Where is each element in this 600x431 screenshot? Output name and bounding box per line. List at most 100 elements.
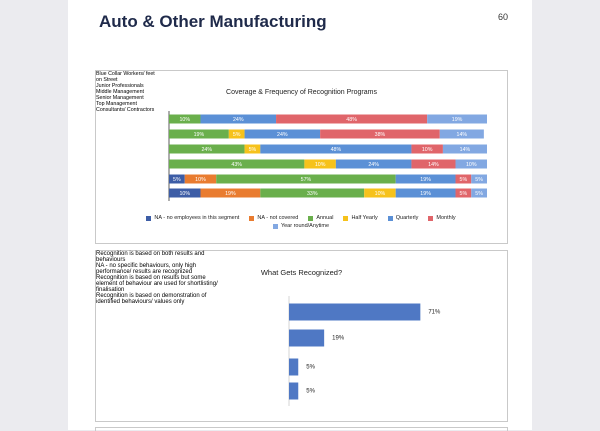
legend-swatch bbox=[387, 215, 393, 221]
legend-item: Monthly bbox=[428, 215, 456, 221]
bar-segment bbox=[411, 159, 456, 169]
bar-segment bbox=[335, 159, 412, 169]
bar-segment bbox=[184, 174, 217, 184]
legend-swatch bbox=[343, 215, 349, 221]
value-label: 43% bbox=[231, 162, 242, 168]
bar bbox=[289, 358, 299, 376]
value-label: 10% bbox=[179, 117, 190, 123]
y-tick-label: Blue Collar Workers/ feet on Street bbox=[96, 71, 155, 83]
chart-title: What Gets Recognized? bbox=[260, 268, 343, 277]
legend-swatch bbox=[428, 215, 434, 221]
y-tick-label: Senior Management bbox=[96, 95, 144, 101]
bar bbox=[289, 329, 325, 347]
legend-item: Annual bbox=[308, 215, 333, 221]
page-number: 60 bbox=[498, 12, 509, 22]
legend-label: NA - not covered bbox=[257, 215, 299, 221]
bar-segment bbox=[395, 174, 456, 184]
value-label: 57% bbox=[301, 177, 312, 183]
legend-label: Annual bbox=[316, 215, 334, 221]
chart-title: Coverage & Frequency of Recognition Prog… bbox=[226, 89, 377, 96]
legend-item: Half Yearly bbox=[343, 215, 378, 221]
value-label: 14% bbox=[457, 132, 468, 138]
bar bbox=[289, 303, 421, 321]
bar-segment bbox=[427, 114, 487, 124]
bar-segment bbox=[439, 129, 484, 139]
y-tick-label: Recognition is based on both results and… bbox=[96, 251, 205, 263]
y-tick-label: Recognition is based on demonstration of… bbox=[96, 293, 207, 305]
bar-segment bbox=[200, 114, 277, 124]
value-label: 10% bbox=[375, 191, 386, 197]
legend-item: NA - no employees in this segment bbox=[146, 215, 239, 221]
bar-segment bbox=[411, 144, 443, 154]
y-tick-label: Recognition is based on results but some… bbox=[96, 275, 218, 293]
legend-swatch bbox=[249, 215, 255, 221]
value-label: 5% bbox=[233, 132, 241, 138]
value-label: 10% bbox=[315, 162, 326, 168]
bar-segment bbox=[442, 144, 487, 154]
legend-item: Year round/Anytime bbox=[272, 223, 330, 229]
y-tick-label: NA - no specific behaviours, only high p… bbox=[96, 263, 197, 275]
value-label: 33% bbox=[307, 191, 318, 197]
legend-label: NA - no employees in this segment bbox=[154, 215, 240, 221]
value-label: 14% bbox=[428, 162, 439, 168]
value-label: 5% bbox=[306, 365, 315, 371]
value-label: 5% bbox=[173, 177, 181, 183]
value-label: 19% bbox=[194, 132, 205, 138]
value-label: 24% bbox=[368, 162, 379, 168]
chart: 71% 19% 5% 5% bbox=[288, 296, 441, 406]
value-label: 5% bbox=[306, 389, 315, 395]
value-label: 10% bbox=[179, 191, 190, 197]
y-tick-label: Top Management bbox=[96, 101, 137, 107]
legend-item: NA - not covered bbox=[249, 215, 298, 221]
value-label: 19% bbox=[225, 191, 236, 197]
y-tick-label: Consultants/ Contractors bbox=[96, 107, 155, 113]
bar-segment bbox=[169, 188, 201, 198]
bar-segment bbox=[304, 159, 336, 169]
value-label: 24% bbox=[277, 132, 288, 138]
bar-segment bbox=[320, 129, 440, 139]
value-label: 24% bbox=[233, 117, 244, 123]
value-label: 14% bbox=[460, 147, 471, 153]
bar-segment bbox=[455, 188, 472, 198]
bar-segment bbox=[228, 129, 245, 139]
y-tick-label: Middle Management bbox=[96, 89, 144, 95]
bar-segment bbox=[169, 144, 245, 154]
chart-box: 10% 24% 48% 19% 19% 5% 24% 38% 14% 24% 5% 48% 10% 14%… bbox=[95, 70, 508, 244]
legend: NA - no employees in this segment NA - no… bbox=[136, 215, 466, 229]
value-label: 19% bbox=[332, 336, 345, 342]
legend-label: Year round/Anytime bbox=[280, 223, 330, 229]
document-page: Auto & Other Manufacturing 60 10% 24% 48% 1… bbox=[68, 0, 532, 431]
bar-segment bbox=[169, 174, 185, 184]
value-label: 5% bbox=[249, 147, 257, 153]
chart: 10% 24% 48% 19% 19% 5% 24% 38% 14% 24% 5% 48% 10% 14%… bbox=[168, 111, 487, 201]
bar-segment bbox=[200, 188, 261, 198]
value-label: 48% bbox=[346, 117, 357, 123]
value-label: 5% bbox=[475, 177, 483, 183]
bar-segment bbox=[169, 114, 201, 124]
value-label: 38% bbox=[375, 132, 386, 138]
next-box bbox=[95, 427, 508, 431]
bar-segment bbox=[455, 174, 472, 184]
value-label: 10% bbox=[466, 162, 477, 168]
value-label: 5% bbox=[460, 191, 468, 197]
bar-segment bbox=[260, 188, 365, 198]
bar-segment bbox=[395, 188, 456, 198]
legend-swatch bbox=[146, 215, 152, 221]
value-label: 5% bbox=[475, 191, 483, 197]
bar-segment bbox=[455, 159, 487, 169]
legend-swatch bbox=[308, 215, 314, 221]
legend-swatch bbox=[272, 223, 278, 229]
value-label: 5% bbox=[460, 177, 468, 183]
bar-segment bbox=[216, 174, 396, 184]
value-label: 71% bbox=[428, 310, 441, 316]
chart-box: 71% 19% 5% 5% What Gets Recognized? Recogni… bbox=[95, 250, 508, 422]
value-label: 24% bbox=[201, 147, 212, 153]
value-label: 10% bbox=[195, 177, 206, 183]
value-label: 19% bbox=[420, 191, 431, 197]
bar-segment bbox=[364, 188, 396, 198]
y-tick-label: Junior Professionals bbox=[96, 83, 144, 89]
bar-segment bbox=[276, 114, 428, 124]
value-label: 10% bbox=[422, 147, 433, 153]
